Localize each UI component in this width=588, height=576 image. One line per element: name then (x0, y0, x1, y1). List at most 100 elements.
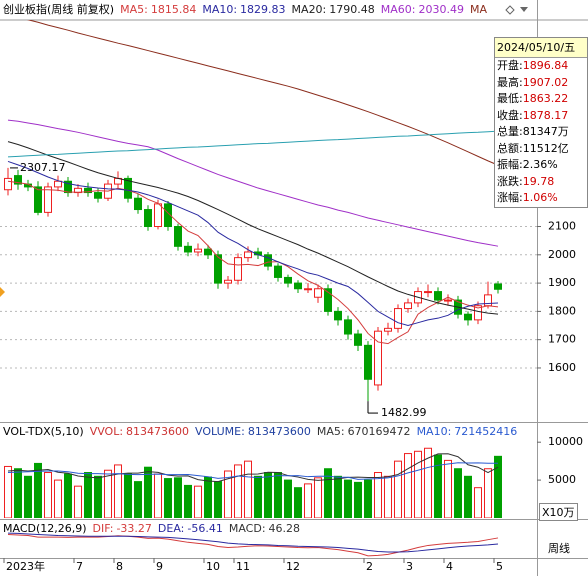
annotation: 2307.17 (20, 161, 66, 174)
candle-body (344, 319, 352, 335)
candle-body (374, 330, 382, 386)
x-tick-label: 10 (206, 560, 220, 573)
x-tick-label: 9 (156, 560, 163, 573)
candle-body (194, 248, 202, 253)
line (7, 462, 499, 480)
volume-bar (154, 473, 162, 518)
legend-value: 813473600 (126, 425, 190, 438)
info-row: 最低:1863.22 (495, 91, 587, 108)
volume-bar (164, 478, 172, 518)
candle-body (404, 302, 412, 310)
candle-body (494, 283, 502, 290)
volume-bar (174, 477, 182, 518)
volume-bar (194, 485, 202, 518)
volume-bar (384, 475, 392, 518)
line (7, 141, 499, 315)
x-tick-label: 12 (286, 560, 300, 573)
period-label: 周线 (548, 542, 570, 555)
legend-name: MA10: (202, 3, 238, 16)
panel-title: VOL-TDX(5,10) (3, 425, 84, 438)
macd-legend: MACD(12,26,9) DIF: -33.27 DEA: -56.41 MACD: 4… (3, 521, 533, 536)
line (27, 20, 499, 166)
legend-name: DEA: (157, 522, 185, 535)
candle-body (4, 177, 12, 191)
icon (520, 7, 528, 12)
legend-value: 2030.49 (418, 3, 464, 16)
volume-bar (324, 468, 332, 518)
volume-bar (234, 464, 242, 518)
legend-value: -56.41 (187, 522, 223, 535)
volume-panel (4, 447, 502, 518)
candle-body (364, 344, 372, 380)
info-value: 81347万 (522, 125, 569, 138)
info-row: 振幅:2.36% (495, 157, 587, 174)
volume-bar (374, 472, 382, 518)
info-label: 最高: (497, 75, 523, 89)
candle-body (54, 180, 62, 188)
candle-body (174, 226, 182, 247)
candle-body (444, 299, 452, 302)
info-value: 1.06% (522, 191, 558, 204)
volume-bar (74, 485, 82, 518)
line (7, 533, 499, 557)
volume-bar (34, 462, 42, 518)
volume-legend: VOL-TDX(5,10) VVOL: 813473600 VOLUME: 81347… (3, 424, 533, 439)
candle-body (274, 265, 282, 278)
line (7, 160, 499, 327)
volume-bar (454, 468, 462, 518)
candle-body (324, 288, 332, 312)
line (7, 119, 499, 247)
candle-body (394, 308, 402, 329)
line (7, 130, 499, 158)
x-tick-label: 11 (236, 560, 250, 573)
candle-body (284, 276, 292, 284)
x-tick-label: 8 (116, 560, 123, 573)
info-box: 2024/05/10/五 开盘:1896.84 最高:1907.02 最低:1863… (494, 37, 588, 208)
volume-bar (94, 475, 102, 518)
panel-title: MACD(12,26,9) (3, 522, 87, 535)
candle-body (34, 186, 42, 213)
unit-label: X10万 (539, 503, 578, 521)
volume-bar (224, 470, 232, 518)
volume-bar (294, 487, 302, 518)
volume-bar (304, 483, 312, 518)
candle-body (424, 291, 432, 294)
chart-title: 创业板指(周线 前复权) (3, 3, 115, 16)
x-tick-label: 5 (496, 560, 503, 573)
volume-bar (214, 481, 222, 518)
legend-name: VVOL: (89, 425, 124, 438)
candle-body (474, 305, 482, 321)
info-label: 最低: (497, 92, 523, 105)
volume-bar (14, 468, 22, 518)
price-legend: 创业板指(周线 前复权) MA5: 1815.84 MA10: 1829.83 MA20… (3, 2, 495, 17)
candle-body (264, 254, 272, 267)
y-tick-label: 1600 (548, 361, 576, 374)
volume-bar (354, 481, 362, 518)
legend-name: MA10: (416, 425, 452, 438)
legend-value: 1790.48 (329, 3, 375, 16)
macd-panel (7, 532, 499, 557)
candle-body (334, 310, 342, 321)
info-label: 总额: (497, 141, 523, 155)
info-row: 涨跌:19.78 (495, 174, 587, 191)
candle-body (204, 248, 212, 256)
info-value: 11512亿 (522, 141, 569, 155)
legend-name: MA20: (291, 3, 327, 16)
info-label: 收盘: (497, 108, 523, 122)
volume-bar (414, 450, 422, 518)
volume-bar (244, 460, 252, 518)
info-row: 总额:11512亿 (495, 141, 587, 158)
y-tick-label: 1700 (548, 333, 576, 346)
price-panel: 2307.17 1482.99 (0, 20, 537, 419)
info-value: 1907.02 (522, 75, 569, 89)
legend-name: DIF: (92, 522, 114, 535)
volume-bar (184, 484, 192, 518)
volume-bar (44, 472, 52, 518)
line (7, 532, 499, 553)
volume-bar (444, 459, 452, 518)
info-label: 振幅: (497, 158, 523, 171)
volume-bar (104, 469, 112, 518)
candle-body (224, 279, 232, 284)
line (7, 180, 499, 345)
